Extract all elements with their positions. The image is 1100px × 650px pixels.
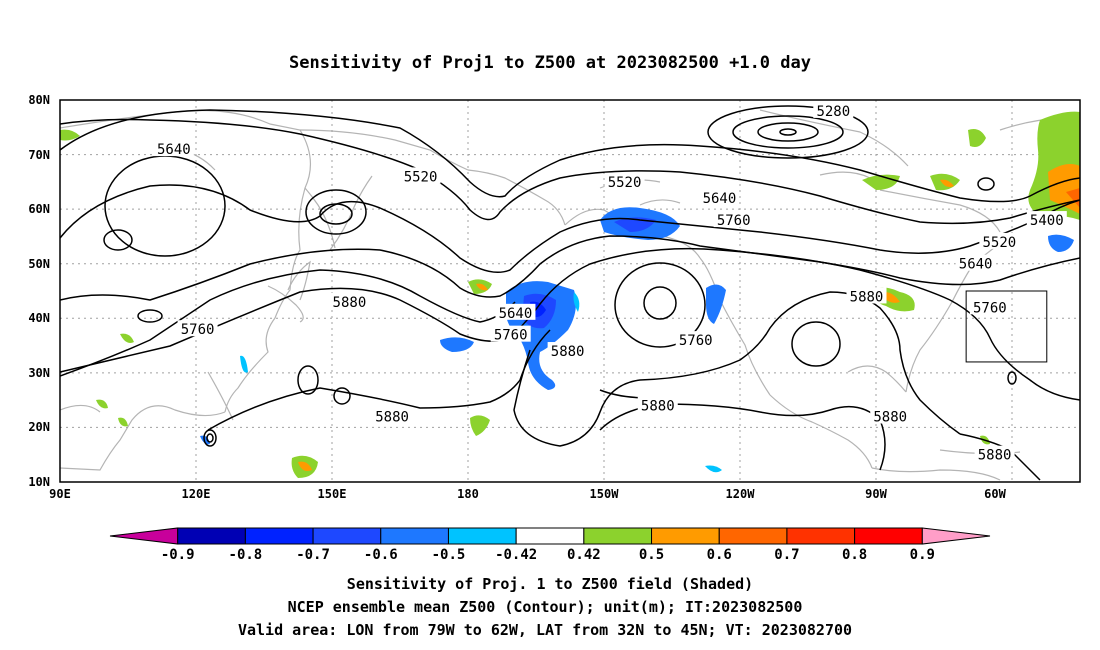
contour-label: 5640 bbox=[157, 142, 191, 158]
contour-label: 5760 bbox=[973, 300, 1007, 316]
contour-label-background bbox=[979, 232, 1020, 249]
lat-tick-label: 10N bbox=[28, 475, 50, 489]
contour-label-background bbox=[329, 292, 370, 309]
contour-label-background bbox=[969, 298, 1010, 315]
contour-labels: 5280 5640 5520 5520 5640 5760 5400 5520 5640 5880… bbox=[153, 101, 1067, 464]
contour-label: 5280 bbox=[816, 104, 850, 120]
colorbar-label: 0.5 bbox=[639, 547, 664, 563]
contour-label-background bbox=[699, 189, 740, 206]
colorbar-label: -0.9 bbox=[161, 547, 195, 563]
contour-label: 5880 bbox=[375, 410, 409, 426]
valid-area-box bbox=[965, 290, 1048, 363]
contour-label: 5400 bbox=[1030, 213, 1064, 229]
contour-label-background bbox=[637, 396, 678, 413]
colorbar-swatch bbox=[312, 527, 382, 545]
contour-label: 5760 bbox=[679, 333, 713, 349]
lon-tick-label: 120W bbox=[726, 487, 756, 501]
colorbar-label: -0.7 bbox=[296, 547, 330, 563]
map-panel: 5280 5640 5520 5520 5640 5760 5400 5520 5640 5880… bbox=[59, 99, 1081, 483]
colorbar-swatch bbox=[921, 527, 991, 545]
lon-tick-label: 90E bbox=[49, 487, 71, 501]
lon-tick-label: 60W bbox=[984, 487, 1006, 501]
colorbar: -0.9 -0.8 -0.7 -0.6 -0.5 -0.42 0.42 0.5 0.6 0.7 0.… bbox=[109, 527, 991, 563]
contour-label-background bbox=[713, 211, 754, 228]
lon-tick-label: 150E bbox=[318, 487, 347, 501]
colorbar-swatch bbox=[854, 527, 923, 545]
longitude-axis: 90E 120E 150E 180 150W 120W 90W 60W bbox=[49, 487, 1006, 501]
contour-label-background bbox=[604, 172, 645, 189]
contour-label: 5760 bbox=[717, 213, 751, 229]
contour-label: 5880 bbox=[850, 289, 884, 305]
colorbar-swatch bbox=[177, 527, 246, 545]
colorbar-label: 0.8 bbox=[842, 547, 867, 563]
lat-tick-label: 40N bbox=[28, 311, 50, 325]
colorbar-label: 0.42 bbox=[567, 547, 601, 563]
lat-tick-label: 70N bbox=[28, 148, 50, 162]
colorbar-swatch bbox=[786, 527, 856, 545]
colorbar-swatch bbox=[380, 527, 449, 545]
contour-label-background bbox=[495, 303, 536, 320]
colorbar-swatch bbox=[515, 527, 585, 545]
map-frame bbox=[59, 99, 1081, 483]
contour-label: 5880 bbox=[873, 410, 907, 426]
contour-label: 5760 bbox=[181, 322, 215, 338]
contour-label-background bbox=[400, 167, 441, 184]
contour-label-background bbox=[490, 325, 531, 342]
contour-label-background bbox=[955, 254, 996, 271]
contour-label-background bbox=[1026, 211, 1067, 228]
caption-line-1: Sensitivity of Proj. 1 to Z500 field (Sh… bbox=[347, 575, 753, 593]
contour-label: 5520 bbox=[982, 235, 1016, 251]
contour-label: 5640 bbox=[703, 191, 737, 207]
colorbar-swatch bbox=[583, 527, 653, 545]
caption-line-2: NCEP ensemble mean Z500 (Contour); unit(… bbox=[288, 598, 803, 616]
colorbar-label: -0.5 bbox=[432, 547, 466, 563]
lon-tick-label: 150W bbox=[590, 487, 620, 501]
colorbar-label: -0.42 bbox=[495, 547, 537, 563]
lat-tick-label: 30N bbox=[28, 366, 50, 380]
contour-label: 5520 bbox=[608, 175, 642, 191]
lat-tick-label: 60N bbox=[28, 202, 50, 216]
lat-tick-label: 80N bbox=[28, 93, 50, 107]
contour-label: 5880 bbox=[641, 399, 675, 415]
colorbar-label: 0.9 bbox=[910, 547, 935, 563]
contour-label-background bbox=[372, 407, 413, 424]
lon-tick-label: 120E bbox=[182, 487, 211, 501]
contour-label-background bbox=[974, 445, 1015, 462]
caption-line-3: Valid area: LON from 79W to 62W, LAT fro… bbox=[238, 621, 852, 639]
contour-label-background bbox=[870, 407, 911, 424]
lat-tick-label: 50N bbox=[28, 257, 50, 271]
contour-label-background bbox=[547, 342, 588, 359]
contour-label-background bbox=[846, 287, 887, 304]
colorbar-label: 0.7 bbox=[774, 547, 799, 563]
contour-label-background bbox=[177, 320, 218, 337]
contour-label: 5880 bbox=[333, 295, 367, 311]
contour-label: 5520 bbox=[404, 169, 438, 185]
contour-label: 5640 bbox=[499, 306, 533, 322]
contour-label-background bbox=[153, 140, 194, 157]
colorbar-label: 0.6 bbox=[707, 547, 732, 563]
contour-label-background bbox=[675, 331, 716, 348]
lon-tick-label: 180 bbox=[457, 487, 479, 501]
latitude-axis: 80N 70N 60N 50N 40N 30N 20N 10N bbox=[28, 93, 50, 489]
contour-label-background bbox=[813, 101, 854, 118]
contour-label: 5880 bbox=[978, 448, 1012, 464]
contour-label: 5760 bbox=[494, 328, 528, 344]
colorbar-swatch bbox=[109, 527, 179, 545]
lat-tick-label: 20N bbox=[28, 420, 50, 434]
contour-label: 5640 bbox=[959, 257, 993, 273]
lon-tick-label: 90W bbox=[865, 487, 887, 501]
colorbar-swatch bbox=[651, 527, 720, 545]
colorbar-swatch bbox=[447, 527, 517, 545]
contour-label: 5880 bbox=[551, 344, 585, 360]
map-title: Sensitivity of Proj1 to Z500 at 20230825… bbox=[289, 53, 811, 73]
colorbar-label: -0.6 bbox=[364, 547, 398, 563]
colorbar-label: -0.8 bbox=[229, 547, 263, 563]
colorbar-swatch bbox=[718, 527, 788, 545]
colorbar-swatch bbox=[244, 527, 314, 545]
